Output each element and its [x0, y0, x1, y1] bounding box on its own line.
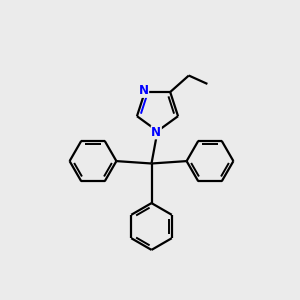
Text: N: N — [151, 126, 161, 139]
Text: N: N — [139, 84, 148, 97]
